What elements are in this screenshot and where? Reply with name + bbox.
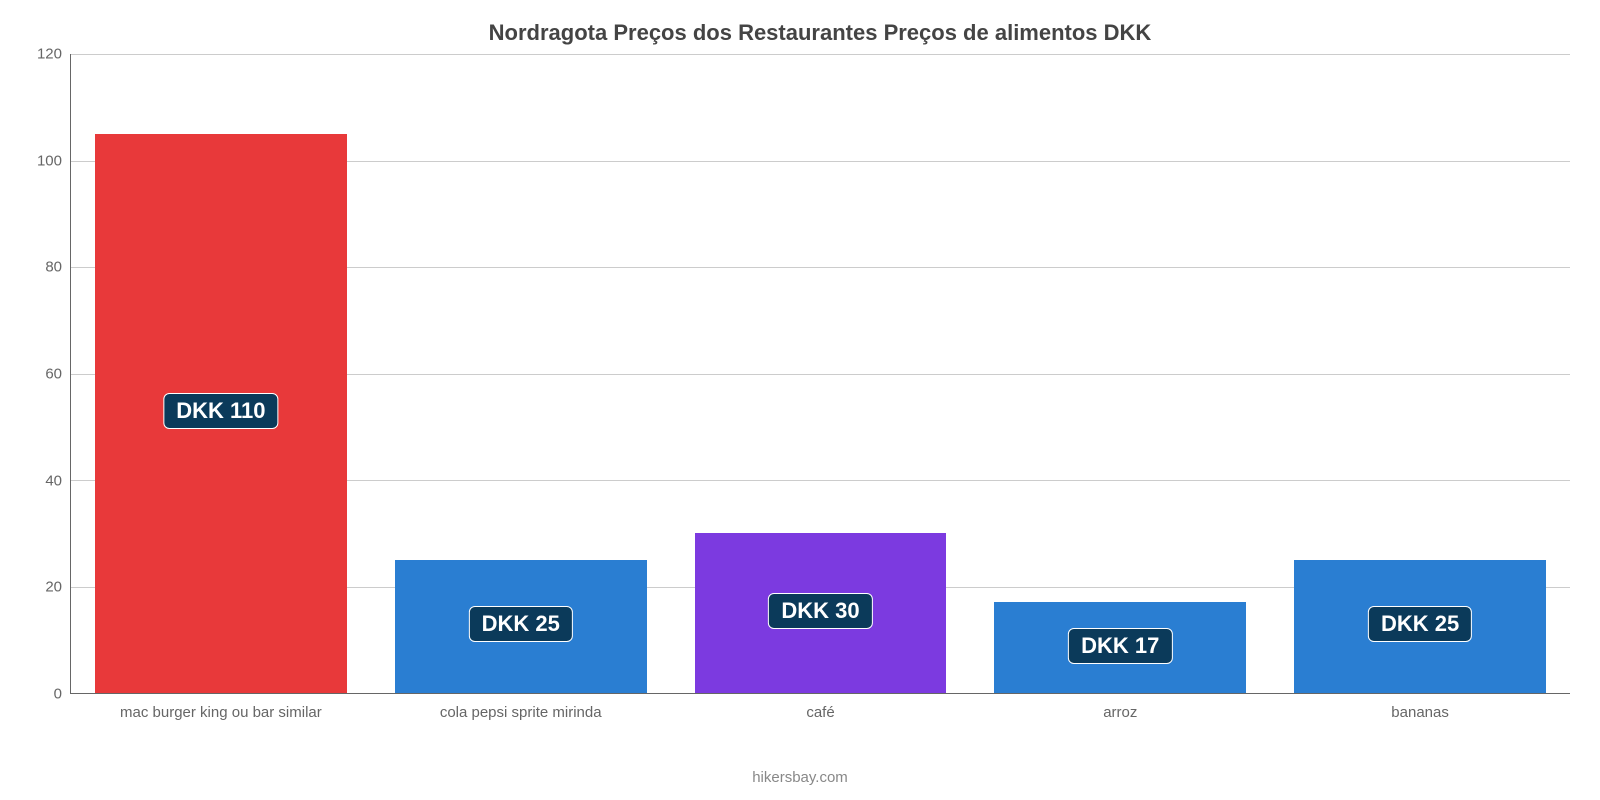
y-tick-label: 40: [45, 472, 62, 489]
x-tick-label: bananas: [1270, 704, 1570, 721]
bar: DKK 25: [395, 560, 647, 693]
plot-area: DKK 110DKK 25DKK 30DKK 17DKK 25 mac burg…: [70, 54, 1570, 694]
x-tick-label: arroz: [970, 704, 1270, 721]
chart-container: Nordragota Preços dos Restaurantes Preço…: [0, 0, 1600, 800]
x-tick-label: café: [671, 704, 971, 721]
value-badge: DKK 110: [163, 393, 278, 429]
x-axis-labels: mac burger king ou bar similarcola pepsi…: [71, 704, 1570, 721]
y-tick-label: 0: [54, 686, 62, 703]
bars-row: DKK 110 DKK 25 DKK 30 DKK 17 DKK 25: [71, 54, 1570, 693]
bar-slot: DKK 17: [970, 54, 1270, 693]
chart-title: Nordragota Preços dos Restaurantes Preço…: [70, 20, 1570, 46]
y-tick-label: 80: [45, 259, 62, 276]
bar-slot: DKK 25: [371, 54, 671, 693]
value-badge: DKK 30: [768, 593, 872, 629]
bar: DKK 110: [95, 134, 347, 693]
y-axis: 020406080100120: [20, 54, 70, 694]
bar-slot: DKK 25: [1270, 54, 1570, 693]
bar-slot: DKK 110: [71, 54, 371, 693]
value-badge: DKK 25: [469, 606, 573, 642]
bar: DKK 30: [695, 533, 947, 693]
source-footer: hikersbay.com: [0, 769, 1600, 786]
y-tick-label: 120: [37, 46, 62, 63]
y-tick-label: 20: [45, 579, 62, 596]
bar-slot: DKK 30: [671, 54, 971, 693]
value-badge: DKK 25: [1368, 606, 1472, 642]
x-tick-label: cola pepsi sprite mirinda: [371, 704, 671, 721]
plot-area-outer: 020406080100120 DKK 110DKK 25DKK 30DKK 1…: [70, 54, 1570, 694]
bar: DKK 25: [1294, 560, 1546, 693]
bar: DKK 17: [994, 602, 1246, 693]
value-badge: DKK 17: [1068, 628, 1172, 664]
y-tick-label: 100: [37, 152, 62, 169]
y-tick-label: 60: [45, 366, 62, 383]
x-tick-label: mac burger king ou bar similar: [71, 704, 371, 721]
